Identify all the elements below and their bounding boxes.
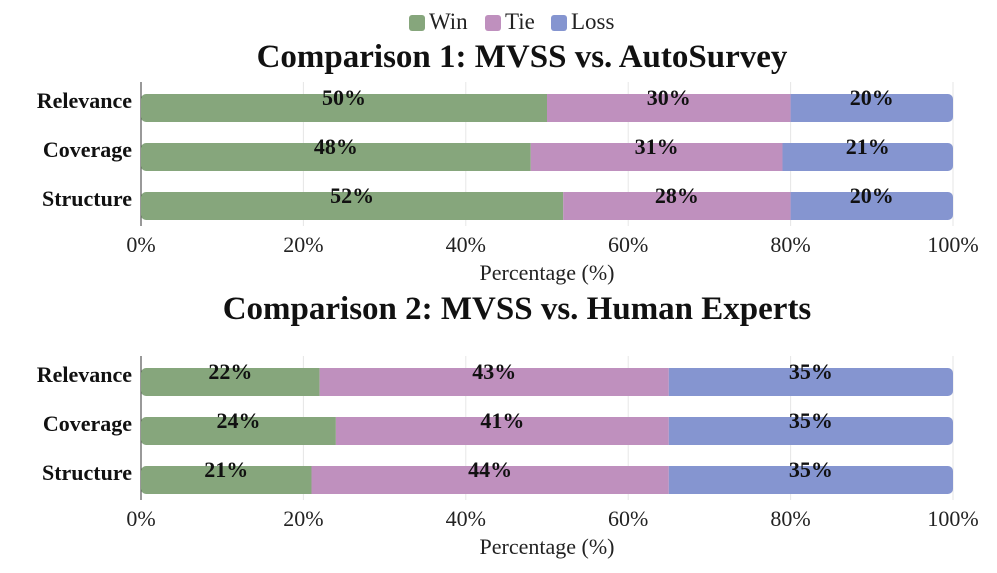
bar-value-labels: 50% 30% 20% <box>322 85 894 110</box>
bar-segment-tie-structure <box>311 466 669 494</box>
x-tick-label: 100% <box>927 506 978 531</box>
category-labels: Relevance Coverage Structure <box>37 362 133 485</box>
bar-value-labels: 52% 28% 20% <box>330 183 894 208</box>
bar-value-labels: 22% 43% 35% <box>208 359 833 384</box>
bar-segment-win-coverage <box>141 143 531 171</box>
bar-label-tie-structure: 28% <box>655 183 699 208</box>
bar-label-loss-relevance: 20% <box>850 85 894 110</box>
bar-segment-win-relevance <box>141 94 547 122</box>
x-axis-label: Percentage (%) <box>480 260 615 285</box>
x-tick-labels: 0% 20% 40% 60% 80% 100% <box>126 232 978 257</box>
category-label-structure: Structure <box>42 460 132 485</box>
bar-segment-win-structure <box>141 466 312 494</box>
bar-label-loss-structure: 35% <box>789 457 833 482</box>
bar-segment-tie-coverage <box>335 417 669 445</box>
x-axis-label: Percentage (%) <box>480 534 615 559</box>
x-tick-label: 20% <box>283 506 323 531</box>
bar-segment-loss-coverage <box>668 417 953 445</box>
x-tick-label: 60% <box>608 506 648 531</box>
bar-label-win-relevance: 22% <box>208 359 252 384</box>
x-tick-label: 40% <box>446 232 486 257</box>
bar-label-loss-structure: 20% <box>850 183 894 208</box>
bar-label-loss-relevance: 35% <box>789 359 833 384</box>
bar-value-labels: 24% 41% 35% <box>216 408 832 433</box>
bar-label-tie-relevance: 30% <box>647 85 691 110</box>
bar-label-tie-coverage: 41% <box>480 408 524 433</box>
legend-swatch-tie <box>485 15 501 31</box>
bar-segment-loss-structure <box>790 192 953 220</box>
bar-label-win-relevance: 50% <box>322 85 366 110</box>
x-tick-label: 60% <box>608 232 648 257</box>
legend-swatch-win <box>409 15 425 31</box>
bar-value-labels: 21% 44% 35% <box>204 457 833 482</box>
bar-segment-loss-structure <box>668 466 953 494</box>
bar-segment-loss-coverage <box>782 143 953 171</box>
bar-segment-tie-coverage <box>530 143 783 171</box>
chart-panel-1: Comparison 1: MVSS vs. AutoSurvey 50% 30%… <box>37 39 979 285</box>
bar-segment-win-structure <box>141 192 564 220</box>
bar-label-loss-coverage: 35% <box>789 408 833 433</box>
x-tick-label: 0% <box>126 232 155 257</box>
bar-segment-tie-structure <box>563 192 791 220</box>
chart-title: Comparison 1: MVSS vs. AutoSurvey <box>257 39 788 75</box>
legend-item-loss: Loss <box>551 9 615 34</box>
bar-row-structure <box>141 192 953 220</box>
bar-segment-loss-relevance <box>790 94 953 122</box>
bar-segment-loss-relevance <box>668 368 953 396</box>
bar-row-coverage <box>141 417 953 445</box>
category-label-relevance: Relevance <box>37 362 133 387</box>
bar-row-relevance <box>141 368 953 396</box>
category-labels: Relevance Coverage Structure <box>37 88 133 211</box>
bar-value-labels: 48% 31% 21% <box>314 134 890 159</box>
x-tick-label: 80% <box>770 506 810 531</box>
bar-label-win-coverage: 48% <box>314 134 358 159</box>
bar-segment-tie-relevance <box>319 368 669 396</box>
bar-label-tie-relevance: 43% <box>472 359 516 384</box>
bar-segment-win-relevance <box>141 368 320 396</box>
x-tick-labels: 0% 20% 40% 60% 80% 100% <box>126 506 978 531</box>
legend-item-tie: Tie <box>485 9 535 34</box>
legend-item-win: Win <box>409 9 468 34</box>
bar-row-structure <box>141 466 953 494</box>
bar-label-tie-coverage: 31% <box>635 134 679 159</box>
category-label-coverage: Coverage <box>43 137 132 162</box>
x-tick-label: 20% <box>283 232 323 257</box>
bar-segment-win-coverage <box>141 417 336 445</box>
x-tick-label: 80% <box>770 232 810 257</box>
bar-row-coverage <box>141 143 953 171</box>
category-label-relevance: Relevance <box>37 88 133 113</box>
legend-swatch-loss <box>551 15 567 31</box>
bars: 22% 43% 35% 24% 41% 35% 21% 44% 35% <box>141 359 953 494</box>
bars: 50% 30% 20% 48% 31% 21% 52% 28% 20% <box>141 85 953 220</box>
bar-label-tie-structure: 44% <box>468 457 512 482</box>
legend: Win Tie Loss <box>409 9 615 34</box>
x-tick-label: 0% <box>126 506 155 531</box>
bar-label-loss-coverage: 21% <box>846 134 890 159</box>
bar-label-win-coverage: 24% <box>216 408 260 433</box>
bar-label-win-structure: 21% <box>204 457 248 482</box>
bar-segment-tie-relevance <box>547 94 791 122</box>
chart-panel-2: Comparison 2: MVSS vs. Human Experts 22%… <box>37 291 979 559</box>
x-tick-label: 100% <box>927 232 978 257</box>
category-label-structure: Structure <box>42 186 132 211</box>
legend-label-win: Win <box>429 9 468 34</box>
bar-row-relevance <box>141 94 953 122</box>
chart-title: Comparison 2: MVSS vs. Human Experts <box>223 291 812 327</box>
bar-label-win-structure: 52% <box>330 183 374 208</box>
category-label-coverage: Coverage <box>43 411 132 436</box>
x-tick-label: 40% <box>446 506 486 531</box>
legend-label-tie: Tie <box>505 9 535 34</box>
legend-label-loss: Loss <box>571 9 615 34</box>
